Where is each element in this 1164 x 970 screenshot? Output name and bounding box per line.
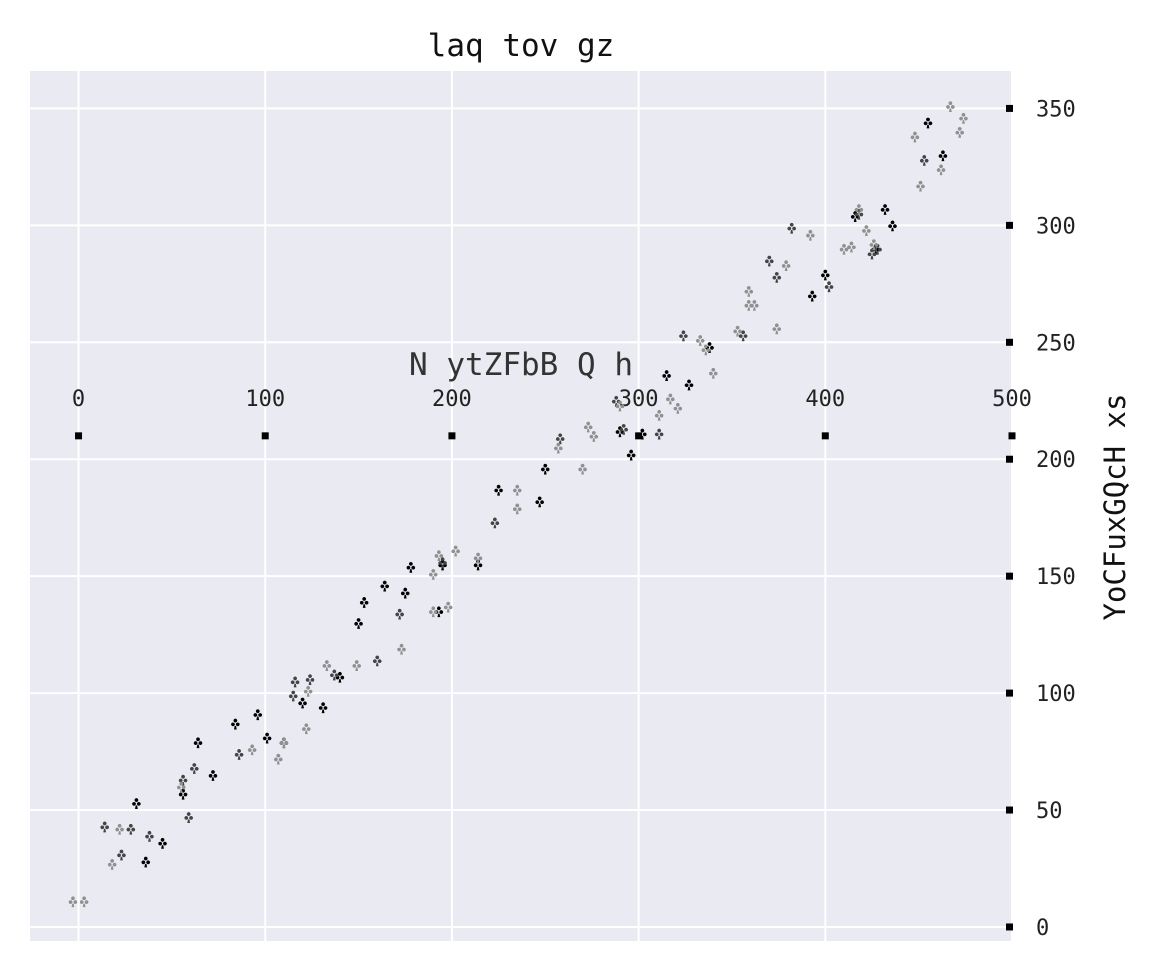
y-tick-mark: [1006, 221, 1013, 229]
y-tick-mark: [1006, 806, 1013, 814]
x-tick-mark: [448, 432, 456, 440]
y-axis-label: YoCFuxGQcH xs: [1098, 394, 1132, 621]
x-tick-mark: [261, 432, 269, 440]
grid-lines: [30, 71, 1013, 941]
y-tick-label: 0: [1036, 916, 1049, 941]
y-tick-label: 50: [1036, 799, 1063, 824]
x-tick-label: 0: [72, 387, 85, 412]
y-tick-mark: [1006, 572, 1013, 580]
y-tick-label: 350: [1036, 97, 1076, 122]
y-tick-mark: [1006, 338, 1013, 346]
x-tick-label: 300: [619, 387, 659, 412]
y-tick-mark: [1006, 455, 1013, 463]
y-tick-label: 100: [1036, 682, 1076, 707]
x-tick-label: 200: [432, 387, 472, 412]
y-tick-label: 250: [1036, 331, 1076, 356]
x-tick-label: 400: [805, 387, 845, 412]
x-tick-mark: [635, 432, 643, 440]
x-tick-label: 500: [992, 387, 1032, 412]
y-tick-label: 150: [1036, 565, 1076, 590]
x-tick-mark: [1008, 432, 1016, 440]
x-axis-label: N ytZFbB Q h: [409, 347, 633, 383]
x-tick-mark: [75, 432, 83, 440]
axes: 0 100 200 300 400 500 0 50 100 150 200 250 300 350: [72, 97, 1076, 941]
y-tick-mark: [1006, 689, 1013, 697]
y-tick-label: 200: [1036, 448, 1076, 473]
y-tick-mark: [1006, 923, 1013, 931]
plot-background: [30, 71, 1012, 941]
y-tick-mark: [1006, 104, 1013, 112]
y-tick-label: 300: [1036, 214, 1076, 239]
x-tick-label: 100: [245, 387, 285, 412]
x-tick-mark: [821, 432, 829, 440]
chart-title: laq tov gz: [428, 28, 615, 64]
